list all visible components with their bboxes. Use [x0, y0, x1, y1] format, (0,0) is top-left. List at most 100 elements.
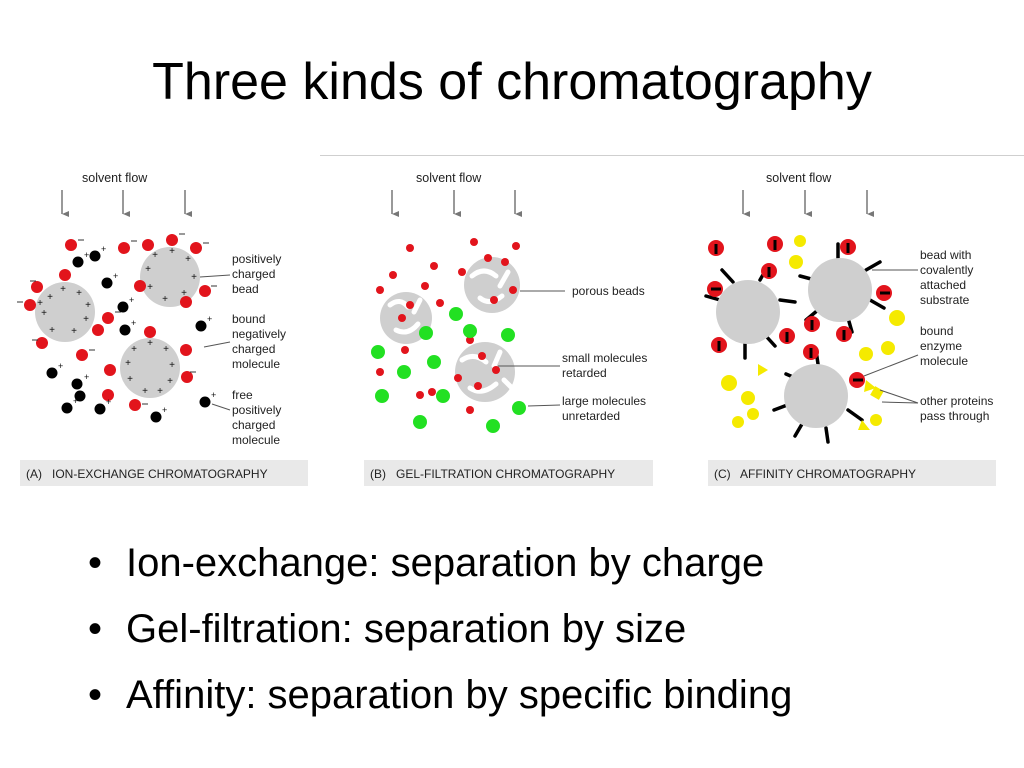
bead-plus-signs: ++ + +++ + ++ + ++ +++ ++ +++ + ++ ++ + — [37, 246, 197, 397]
svg-text:+: + — [125, 358, 131, 369]
other-proteins — [721, 235, 905, 430]
svg-text:+: + — [131, 344, 137, 355]
panel-gel-filtration: solvent flow — [364, 171, 653, 486]
label-bound: bound — [232, 312, 265, 326]
label-pointers — [199, 274, 231, 411]
svg-text:+: + — [127, 374, 133, 385]
label-bead: bead — [232, 282, 259, 296]
svg-text:+: + — [83, 314, 89, 325]
solvent-flow-arrows — [742, 190, 874, 217]
svg-text:+: + — [181, 288, 187, 299]
svg-text:+: + — [191, 272, 197, 283]
bullet-item: • Gel-filtration: separation by size — [88, 596, 792, 662]
labels: bead with covalently attached substrate … — [920, 248, 993, 423]
svg-text:+: + — [185, 254, 191, 265]
label-free: free — [232, 388, 253, 402]
svg-text:+: + — [85, 300, 91, 311]
bullet-dot: • — [88, 607, 103, 651]
divider-line — [320, 155, 1024, 156]
label-porous-beads: porous beads — [572, 284, 645, 298]
bullet-dot: • — [88, 673, 103, 717]
label-enzyme: enzyme — [920, 339, 962, 353]
svg-text:+: + — [169, 360, 175, 371]
panel-affinity: solvent flow — [704, 171, 996, 486]
svg-text:+: + — [167, 376, 173, 387]
svg-text:+: + — [60, 284, 66, 295]
label-pointers — [498, 290, 565, 407]
svg-text:+: + — [37, 298, 43, 309]
svg-text:+: + — [71, 326, 77, 337]
svg-text:+: + — [129, 295, 134, 305]
label-molecule-c: molecule — [920, 354, 968, 368]
svg-text:+: + — [101, 244, 106, 254]
bullet-text: Affinity: separation by specific binding — [126, 673, 793, 717]
bullet-text: Ion-exchange: separation by charge — [126, 541, 765, 585]
free-plus-signs: +++ ++ + +++ +++ — [58, 244, 216, 415]
positively-charged-beads — [35, 247, 200, 398]
solvent-flow-label: solvent flow — [82, 171, 148, 185]
slide-title: Three kinds of chromatography — [152, 53, 872, 111]
caption-bg — [364, 460, 653, 486]
svg-text:+: + — [106, 397, 111, 407]
svg-text:+: + — [73, 396, 78, 406]
label-large-molecules: large molecules — [562, 394, 646, 408]
label-positively-2: positively — [232, 403, 281, 417]
label-retarded: retarded — [562, 366, 607, 380]
label-small-molecules: small molecules — [562, 351, 647, 365]
bullet-item: • Ion-exchange: separation by charge — [88, 530, 792, 596]
label-molecule: molecule — [232, 357, 280, 371]
svg-text:+: + — [76, 288, 82, 299]
label-bound-c: bound — [920, 324, 953, 338]
svg-text:+: + — [169, 246, 175, 257]
solvent-flow-label: solvent flow — [416, 171, 482, 185]
solvent-flow-label: solvent flow — [766, 171, 832, 185]
svg-text:+: + — [162, 294, 168, 305]
svg-text:+: + — [131, 318, 136, 328]
caption-ion-exchange: (A) ION-EXCHANGE CHROMATOGRAPHY — [26, 467, 268, 481]
label-negatively: negatively — [232, 327, 286, 341]
bullet-text: Gel-filtration: separation by size — [126, 607, 687, 651]
svg-text:+: + — [58, 361, 63, 371]
caption-bg — [708, 460, 996, 486]
label-attached: attached — [920, 278, 966, 292]
svg-text:+: + — [113, 271, 118, 281]
svg-text:+: + — [207, 314, 212, 324]
large-molecules — [371, 307, 526, 433]
label-positively: positively — [232, 252, 281, 266]
label-substrate: substrate — [920, 293, 970, 307]
solvent-flow-arrows — [61, 190, 192, 217]
svg-text:+: + — [84, 372, 89, 382]
svg-text:+: + — [41, 308, 47, 319]
svg-text:+: + — [49, 325, 55, 336]
label-other-proteins: other proteins — [920, 394, 993, 408]
svg-text:+: + — [162, 405, 167, 415]
label-molecule-2: molecule — [232, 433, 280, 447]
svg-text:+: + — [147, 338, 153, 349]
label-charged-2: charged — [232, 342, 275, 356]
label-bead-with: bead with — [920, 248, 971, 262]
labels: porous beads small molecules retarded la… — [562, 284, 647, 423]
svg-text:+: + — [145, 264, 151, 275]
svg-text:+: + — [157, 386, 163, 397]
labels: positively charged bead bound negatively… — [232, 252, 286, 447]
svg-text:+: + — [163, 344, 169, 355]
label-charged-3: charged — [232, 418, 275, 432]
caption-gel-filtration: (B) GEL-FILTRATION CHROMATOGRAPHY — [370, 467, 615, 481]
label-charged: charged — [232, 267, 275, 281]
bullet-item: • Affinity: separation by specific bindin… — [88, 662, 792, 728]
small-molecules — [376, 238, 520, 414]
solvent-flow-arrows — [391, 190, 522, 217]
panel-ion-exchange: solvent flow ++ + +++ + ++ + ++ +++ ++ +++ … — [17, 171, 308, 486]
caption-affinity: (C) AFFINITY CHROMATOGRAPHY — [714, 467, 916, 481]
svg-text:+: + — [152, 250, 158, 261]
svg-text:+: + — [84, 250, 89, 260]
svg-text:+: + — [142, 386, 148, 397]
svg-text:+: + — [147, 282, 153, 293]
bullet-dot: • — [88, 541, 103, 585]
caption-bg — [20, 460, 308, 486]
free-positive-molecules — [46, 250, 211, 423]
label-pointers — [863, 269, 919, 404]
bullet-list: • Ion-exchange: separation by charge • Gel… — [88, 530, 792, 728]
label-pass-through: pass through — [920, 409, 989, 423]
bound-negative-molecules — [24, 234, 211, 411]
